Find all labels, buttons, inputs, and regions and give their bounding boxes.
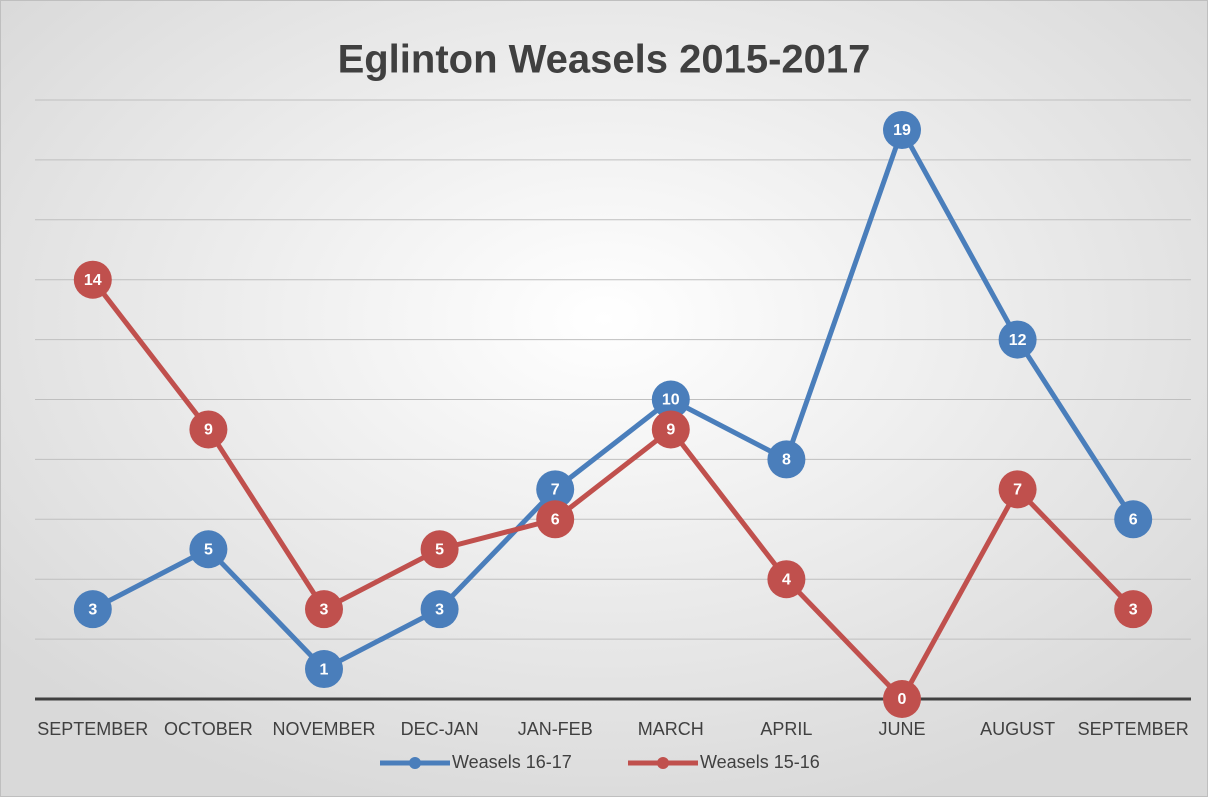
x-tick-label: MARCH	[638, 719, 704, 739]
data-label: 7	[1013, 482, 1022, 499]
data-label: 6	[551, 512, 560, 529]
x-tick-label: DEC-JAN	[401, 719, 479, 739]
series-line	[90, 278, 1135, 702]
data-label: 3	[320, 601, 329, 618]
legend-label: Weasels 16-17	[452, 752, 572, 772]
data-point	[420, 590, 459, 629]
data-label: 0	[898, 691, 907, 708]
legend-marker	[409, 757, 421, 769]
data-label: 19	[893, 122, 911, 139]
data-point	[73, 590, 112, 629]
x-tick-label: SEPTEMBER	[37, 719, 148, 739]
data-point	[651, 410, 690, 449]
data-point	[305, 590, 343, 629]
x-tick-label: JAN-FEB	[518, 719, 593, 739]
x-tick-label: NOVEMBER	[272, 719, 375, 739]
data-label: 3	[435, 601, 444, 618]
data-label: 3	[88, 601, 97, 618]
data-point	[767, 440, 806, 479]
data-point	[189, 530, 228, 569]
data-label: 7	[551, 482, 560, 499]
data-point	[998, 470, 1037, 509]
x-tick-label: AUGUST	[980, 719, 1055, 739]
data-label: 4	[782, 571, 791, 588]
data-point	[1114, 500, 1153, 539]
x-tick-label: SEPTEMBER	[1078, 719, 1189, 739]
data-label: 14	[84, 272, 102, 289]
data-label: 5	[204, 541, 213, 558]
data-point	[651, 380, 690, 419]
legend-marker	[657, 757, 669, 769]
series-line	[91, 127, 1136, 672]
x-tick-label: APRIL	[760, 719, 812, 739]
data-label: 10	[662, 392, 680, 409]
data-point	[420, 530, 459, 569]
data-point	[189, 410, 228, 449]
data-point	[883, 110, 921, 149]
data-point	[883, 680, 921, 718]
data-point	[1114, 590, 1153, 629]
data-point	[536, 500, 575, 539]
data-label: 8	[782, 452, 791, 469]
data-label: 5	[435, 541, 444, 558]
data-point	[998, 320, 1037, 359]
data-label: 3	[1129, 601, 1138, 618]
data-point	[767, 560, 806, 599]
data-point	[305, 650, 343, 689]
x-tick-label: JUNE	[878, 719, 925, 739]
x-tick-label: OCTOBER	[164, 719, 253, 739]
legend-label: Weasels 15-16	[700, 752, 820, 772]
data-point	[536, 470, 575, 509]
data-label: 9	[204, 422, 213, 439]
data-label: 12	[1009, 332, 1027, 349]
data-label: 9	[666, 422, 675, 439]
chart-title: Eglinton Weasels 2015-2017	[338, 38, 871, 82]
data-point	[73, 260, 112, 299]
data-label: 6	[1129, 512, 1138, 529]
data-label: 1	[320, 661, 329, 678]
